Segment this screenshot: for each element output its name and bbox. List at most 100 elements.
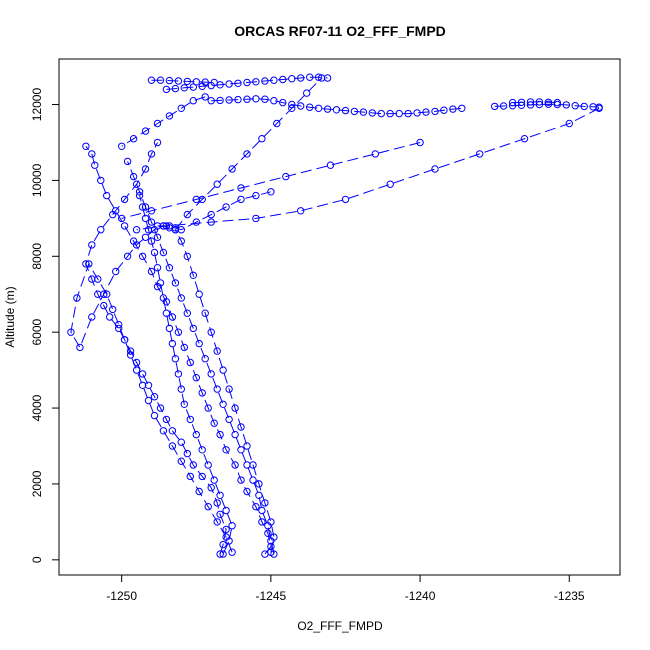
y-axis-label: Altitude (m) [3, 286, 17, 347]
data-point [150, 248, 159, 257]
x-tick-label: -1240 [405, 589, 436, 603]
series-4 [135, 191, 236, 558]
data-point [147, 150, 156, 158]
data-point [499, 102, 508, 110]
data-point [150, 411, 159, 420]
data-point [159, 248, 168, 257]
data-point [225, 385, 233, 393]
data-point [156, 404, 165, 412]
data-point [165, 112, 174, 120]
series-line [139, 195, 233, 555]
series-line [166, 76, 328, 90]
data-point [368, 109, 376, 117]
data-point [162, 222, 171, 230]
y-tick-label: 2000 [30, 470, 44, 497]
data-point [341, 106, 350, 115]
data-point [279, 75, 287, 84]
data-point [183, 252, 192, 260]
data-point [273, 119, 281, 128]
data-point [476, 150, 484, 158]
data-point [279, 98, 287, 107]
data-point [109, 305, 117, 314]
data-point [123, 157, 132, 166]
data-point [174, 77, 183, 85]
data-point [144, 226, 153, 234]
data-point [258, 518, 266, 526]
data-point [535, 98, 544, 106]
data-point [267, 518, 275, 526]
x-axis: -1250 -1245 -1240 -1235 [106, 574, 585, 603]
data-point [186, 472, 195, 481]
series-layer [67, 73, 603, 558]
data-point [553, 100, 561, 109]
series-line [121, 142, 421, 219]
data-point [458, 104, 466, 113]
data-point [580, 102, 588, 111]
data-point [237, 446, 245, 454]
series-9 [147, 76, 218, 87]
y-tick-label: 8000 [30, 243, 44, 270]
data-point [386, 109, 394, 118]
data-point [198, 472, 206, 481]
data-point [306, 73, 314, 81]
data-point [213, 347, 221, 355]
data-point [544, 98, 553, 107]
data-point [520, 135, 529, 143]
data-point [115, 320, 123, 329]
data-point [243, 461, 251, 469]
data-point [180, 343, 189, 352]
data-point [449, 105, 457, 113]
data-point [189, 271, 198, 279]
data-point [359, 108, 368, 116]
data-point [377, 109, 385, 118]
series-13 [132, 104, 603, 234]
data-point [198, 446, 206, 454]
data-point [120, 195, 129, 204]
data-point [267, 188, 275, 196]
data-point [168, 339, 177, 348]
data-point [144, 381, 153, 389]
data-point [323, 74, 332, 82]
y-tick-label: 6000 [30, 319, 44, 346]
data-point [431, 165, 439, 173]
data-point [231, 461, 239, 469]
data-point [243, 78, 251, 87]
data-point [82, 142, 90, 151]
data-point [228, 165, 236, 173]
data-point [195, 487, 203, 496]
y-tick-label: 12000 [30, 88, 44, 122]
data-point [141, 127, 150, 135]
data-point [183, 449, 192, 458]
data-point [213, 385, 221, 393]
data-point [147, 207, 156, 215]
data-point [180, 400, 189, 408]
series-14 [118, 138, 424, 223]
data-point [183, 309, 192, 317]
data-point [237, 184, 245, 192]
data-point [204, 404, 212, 412]
x-tick-label: -1245 [256, 589, 287, 603]
data-point [216, 510, 224, 518]
data-point [132, 366, 141, 374]
data-point [112, 207, 120, 215]
data-point [177, 104, 186, 113]
data-point [186, 415, 195, 424]
data-point [249, 476, 257, 484]
data-point [303, 89, 311, 97]
data-point [177, 457, 186, 465]
data-point [177, 294, 186, 302]
data-point [219, 540, 227, 549]
data-point [204, 503, 212, 511]
data-point [431, 107, 439, 116]
data-point [371, 150, 379, 158]
data-point [216, 491, 224, 499]
data-point [132, 241, 141, 249]
data-point [138, 370, 147, 378]
data-point [544, 100, 553, 108]
data-point [112, 267, 120, 276]
data-point [76, 343, 84, 352]
data-point [195, 290, 203, 298]
series-line [85, 142, 227, 555]
data-point [216, 430, 224, 439]
data-point [135, 191, 144, 200]
